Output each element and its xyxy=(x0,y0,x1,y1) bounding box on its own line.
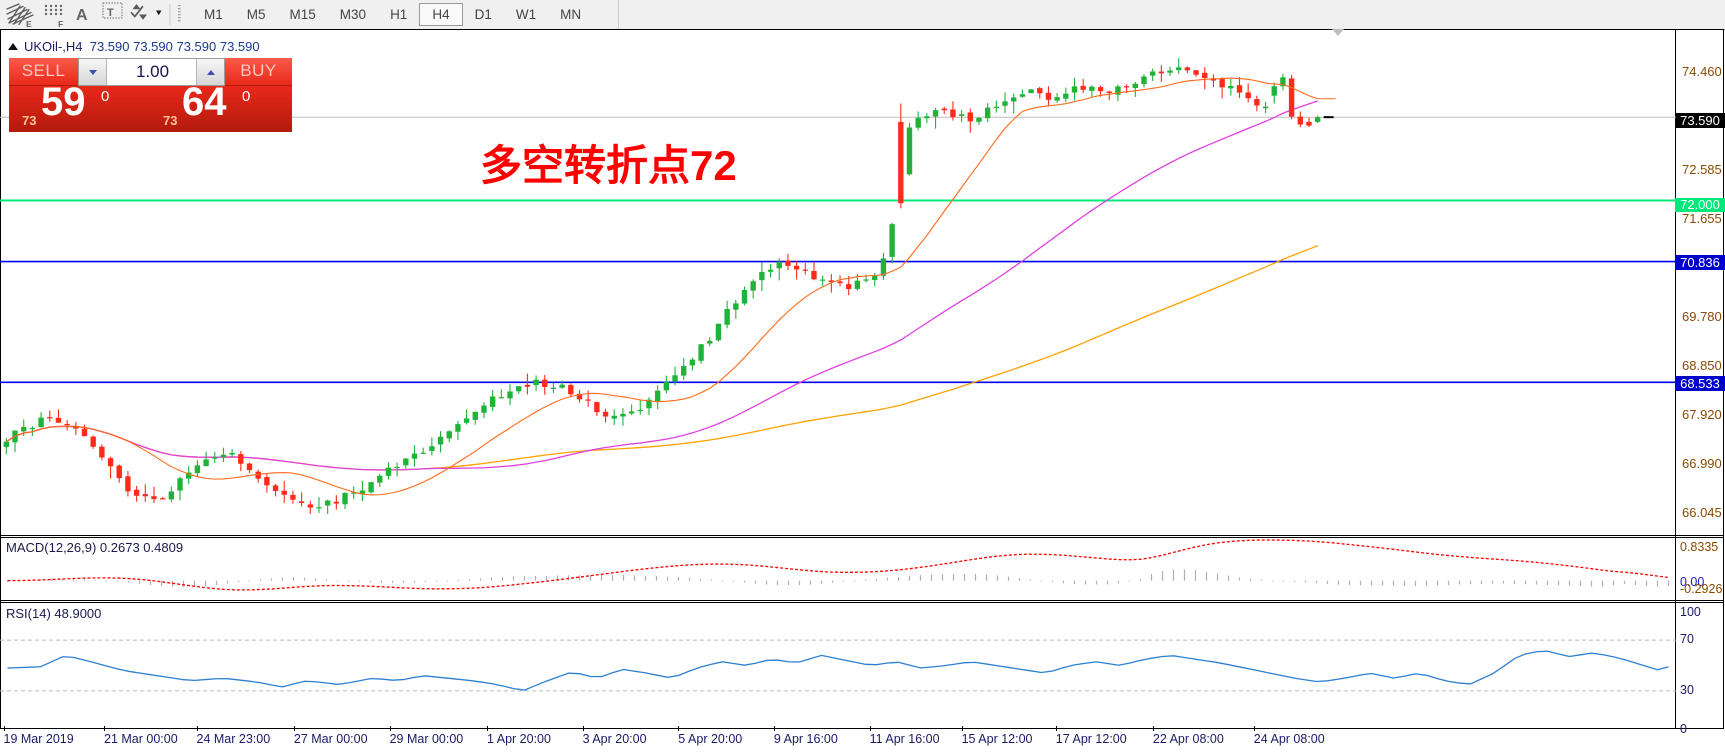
svg-text:多空转折点72: 多空转折点72 xyxy=(480,142,737,189)
svg-text:E: E xyxy=(26,19,32,29)
svg-text:F: F xyxy=(58,19,63,29)
svg-text:T: T xyxy=(107,7,114,19)
svg-text:A: A xyxy=(76,7,88,24)
